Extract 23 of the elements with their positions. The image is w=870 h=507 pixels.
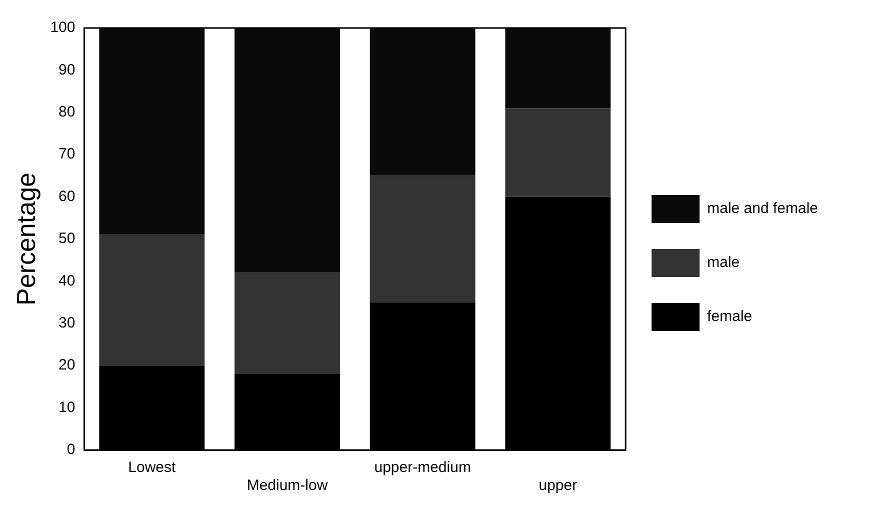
x-tick-label: Lowest [128,459,176,476]
x-tick-label: upper [538,477,578,494]
y-tick-label: 80 [58,104,76,121]
bar [234,272,340,374]
y-tick-label: 50 [58,230,76,248]
bar [505,108,611,197]
y-tick-label: 40 [58,272,76,290]
legend-label: male and female [707,200,818,218]
x-tick-label: Medium-low [246,477,328,494]
x-tick-label: upper-medium [374,459,471,476]
y-tick-label: 0 [66,441,76,458]
y-tick-label: 30 [58,314,76,332]
y-axis-title: Percentage [10,172,41,306]
y-tick-label: 100 [50,19,76,36]
y-tick-label: 70 [58,146,76,163]
y-tick-label: 90 [58,61,76,78]
y-tick-label: 10 [58,398,76,416]
legend-label: male [707,254,740,272]
y-tick-label: 20 [58,356,76,374]
bar [99,234,205,366]
legend-label: female [707,308,752,326]
bar [370,176,476,302]
y-tick-label: 60 [58,188,76,205]
